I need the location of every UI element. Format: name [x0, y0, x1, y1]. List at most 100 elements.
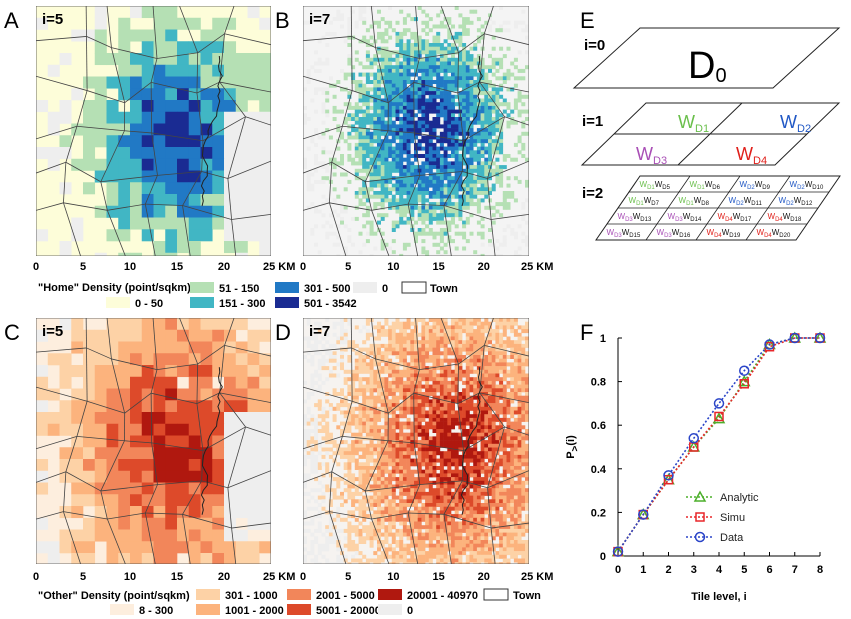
map-cell — [402, 68, 407, 73]
map-cell — [488, 191, 492, 195]
map-cell — [414, 384, 418, 389]
map-cell — [495, 436, 500, 441]
map-cell — [414, 35, 418, 40]
map-cell — [177, 41, 190, 54]
map-cell — [406, 451, 411, 456]
map-cell — [373, 414, 378, 419]
map-cell — [473, 68, 478, 73]
map-cell — [495, 362, 500, 367]
map-cell — [425, 440, 430, 445]
map-cell — [451, 194, 455, 199]
map-cell — [373, 135, 378, 140]
map-cell — [417, 216, 422, 221]
map-cell — [425, 142, 430, 147]
map-cell — [153, 506, 166, 519]
map-cell — [83, 341, 96, 354]
map-cell — [436, 329, 441, 334]
map-cell — [395, 150, 400, 155]
map-cell — [235, 194, 248, 207]
map-cell — [425, 54, 430, 59]
map-cell — [513, 443, 518, 448]
map-cell — [395, 117, 400, 121]
map-cell — [436, 399, 441, 404]
map-cell — [528, 6, 529, 10]
map-cell — [235, 88, 248, 101]
map-cell — [354, 216, 359, 221]
map-cell — [377, 355, 381, 359]
map-cell — [380, 91, 385, 96]
map-cell — [332, 242, 337, 247]
map-cell — [365, 43, 370, 47]
map-cell — [432, 347, 437, 352]
map-cell — [473, 410, 478, 415]
map-cell — [391, 124, 396, 129]
map-cell — [347, 447, 352, 452]
map-cell — [369, 384, 374, 389]
map-cell — [369, 395, 374, 400]
map-cell — [495, 179, 500, 184]
map-cell — [491, 432, 496, 437]
map-cell — [259, 459, 271, 472]
map-cell — [428, 369, 433, 374]
map-cell — [410, 80, 415, 84]
map-cell — [373, 436, 378, 441]
map-cell — [439, 399, 444, 404]
map-cell — [141, 135, 154, 148]
map-cell — [513, 20, 518, 25]
map-cell — [380, 454, 385, 459]
map-cell — [71, 217, 84, 230]
map-cell — [365, 139, 370, 144]
map-cell — [428, 384, 433, 389]
map-cell — [417, 176, 422, 181]
map-cell — [224, 17, 237, 30]
map-cell — [391, 395, 396, 400]
map-cell — [432, 351, 437, 356]
map-cell — [484, 410, 489, 415]
map-cell — [369, 392, 374, 396]
map-cell — [314, 154, 319, 158]
map-cell — [354, 443, 359, 448]
map-cell — [421, 216, 426, 221]
map-cell — [177, 241, 190, 254]
map-cell — [165, 29, 178, 42]
map-cell — [425, 146, 430, 151]
map-cell — [410, 332, 415, 337]
map-cell — [462, 406, 467, 411]
map-cell — [421, 231, 426, 236]
map-cell — [391, 321, 396, 326]
map-cell — [165, 412, 178, 425]
map-cell — [528, 369, 529, 374]
map-cell — [513, 83, 518, 88]
map-cell — [369, 161, 374, 166]
map-cell — [314, 458, 319, 463]
map-cell — [506, 355, 511, 359]
town-boundary — [197, 33, 225, 54]
town-boundary — [413, 132, 421, 176]
map-cell — [399, 54, 404, 59]
map-cell — [417, 366, 422, 371]
map-cell — [421, 358, 426, 363]
map-cell — [451, 80, 455, 84]
map-cell — [428, 454, 433, 459]
map-cell — [480, 432, 485, 437]
map-cell — [476, 417, 481, 422]
map-cell — [495, 105, 500, 110]
map-cell — [369, 458, 374, 463]
map-cell — [351, 380, 356, 385]
map-cell — [362, 6, 367, 10]
map-cell — [83, 553, 96, 564]
map-cell — [153, 541, 166, 554]
map-cell — [443, 325, 448, 330]
map-cell — [517, 50, 522, 55]
map-cell — [447, 369, 452, 374]
map-cell — [517, 425, 522, 430]
map-cell — [417, 228, 422, 232]
map-cell — [517, 417, 522, 422]
map-cell — [259, 147, 271, 160]
map-cell — [399, 443, 404, 448]
map-cell — [314, 436, 319, 441]
map-cell — [465, 351, 470, 356]
map-cell — [377, 150, 381, 155]
map-cell — [358, 109, 363, 114]
map-cell — [343, 87, 348, 92]
